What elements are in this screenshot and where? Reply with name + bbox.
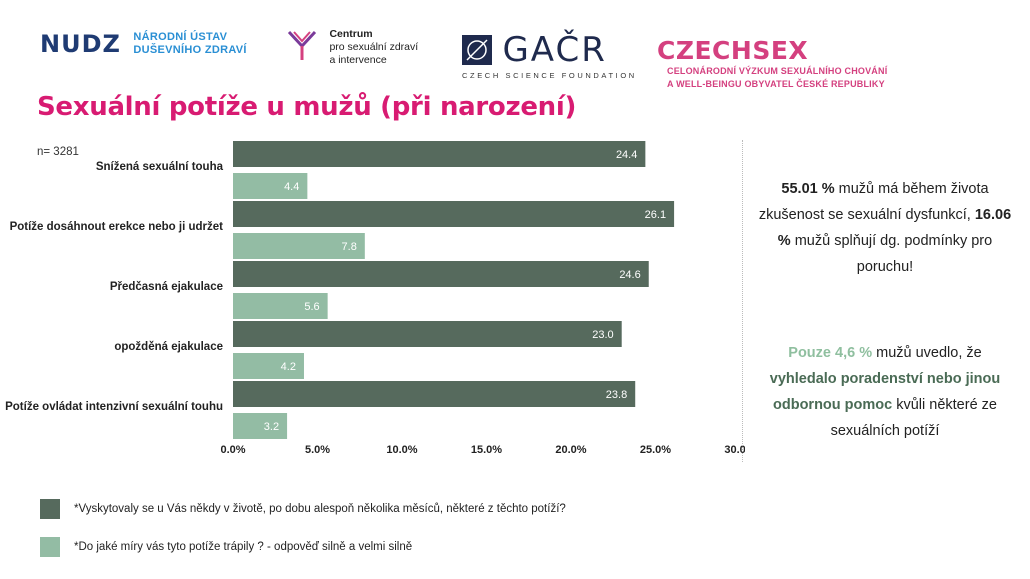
category-label: Snížená sexuální touha xyxy=(96,161,224,173)
category-label: Potíže ovládat intenzivní sexuální touhu xyxy=(5,401,223,413)
legend-swatch-light xyxy=(40,537,60,557)
gacr-subtitle: CZECH SCIENCE FOUNDATION xyxy=(462,71,637,80)
category-label: opožděná ejakulace xyxy=(114,341,223,353)
sample-size: n= 3281 xyxy=(37,146,79,158)
centrum-line1: Centrum xyxy=(329,28,373,40)
bar-chart: Snížená sexuální touha 24.4 4.4 Potíže dosá… xyxy=(5,141,745,456)
summary-1-pct-a: 55.01 % xyxy=(781,181,835,197)
bar-value-label: 26.1 xyxy=(645,209,666,221)
legend-label-severity: *Do jaké míry vás tyto potíže trápily ? … xyxy=(74,541,413,553)
bar xyxy=(233,201,675,227)
x-tick-label: 5.0% xyxy=(305,444,330,456)
divider xyxy=(742,140,744,462)
bar xyxy=(233,173,308,199)
bar xyxy=(233,261,649,287)
bar-value-label: 23.8 xyxy=(606,389,627,401)
bar-value-label: 4.2 xyxy=(281,361,296,373)
summary-text-2: Pouze 4,6 % mužů uvedlo, že vyhledalo po… xyxy=(755,340,1015,444)
nudz-name-line2: DUŠEVNÍHO ZDRAVÍ xyxy=(133,44,247,56)
bar xyxy=(233,141,646,167)
nudz-logo: NUDZ NÁRODNÍ ÚSTAV DUŠEVNÍHO ZDRAVÍ xyxy=(40,30,247,58)
bar-value-label: 23.0 xyxy=(592,329,613,341)
czechsex-line1: CELONÁRODNÍ VÝZKUM SEXUÁLNÍHO CHOVÁNÍ xyxy=(667,66,888,76)
bar xyxy=(233,233,365,259)
x-tick-label: 20.0% xyxy=(555,444,586,456)
nudz-wordmark: NUDZ xyxy=(40,30,121,58)
bar xyxy=(233,353,304,379)
x-tick-label: 30.0% xyxy=(724,444,745,456)
category-label: Potíže dosáhnout erekce nebo ji udržet xyxy=(10,221,224,233)
centrum-line3: a intervence xyxy=(329,54,387,66)
nudz-name: NÁRODNÍ ÚSTAV DUŠEVNÍHO ZDRAVÍ xyxy=(133,31,246,57)
legend-swatch-dark xyxy=(40,499,60,519)
chart-title: Sexuální potíže u mužů (při narození) xyxy=(37,92,577,122)
summary-1-pct-c: 16.06 % xyxy=(777,207,1012,249)
czechsex-logo: CZECHSEX CELONÁRODNÍ VÝZKUM SEXUÁLNÍHO C… xyxy=(657,36,1030,91)
centrum-line2: pro sexuální zdraví xyxy=(329,41,419,53)
gacr-emblem-icon xyxy=(462,35,492,65)
summary-1-text-d: mužů splňují dg. podmínky pro poruchu! xyxy=(790,233,993,275)
x-tick-label: 25.0% xyxy=(640,444,671,456)
nudz-name-line1: NÁRODNÍ ÚSTAV xyxy=(133,31,228,43)
summary-text-1: 55.01 % mužů má během života zkušenost s… xyxy=(755,176,1015,280)
centrum-logo: Centrum pro sexuální zdraví a intervence xyxy=(285,28,418,67)
logo-bar: NUDZ NÁRODNÍ ÚSTAV DUŠEVNÍHO ZDRAVÍ Cent… xyxy=(0,0,1030,90)
czechsex-wordmark: CZECHSEX xyxy=(657,36,809,65)
x-tick-label: 0.0% xyxy=(220,444,245,456)
centrum-icon xyxy=(285,28,319,67)
bar-value-label: 3.2 xyxy=(264,421,279,433)
legend-label-lifetime: *Vyskytovaly se u Vás někdy v životě, po… xyxy=(74,503,566,515)
legend-item-lifetime: *Vyskytovaly se u Vás někdy v životě, po… xyxy=(40,499,566,519)
summary-2-text-d: kvůli některé ze sexuálních potíží xyxy=(830,397,997,439)
x-tick-label: 10.0% xyxy=(386,444,417,456)
summary-2-text-b: mužů uvedlo, že xyxy=(872,345,982,361)
bar-value-label: 24.6 xyxy=(619,269,640,281)
gacr-wordmark: GAČR xyxy=(502,30,607,70)
czechsex-line2: A WELL-BEINGU OBYVATEL ČESKÉ REPUBLIKY xyxy=(667,79,885,89)
bar xyxy=(233,321,622,347)
summary-2-text-c: vyhledalo poradenství nebo jinou odborno… xyxy=(769,371,1001,413)
bar-value-label: 5.6 xyxy=(304,301,319,313)
bar xyxy=(233,293,328,319)
centrum-name: Centrum pro sexuální zdraví a intervence xyxy=(329,28,418,67)
bar xyxy=(233,413,288,439)
summary-1-text-b: mužů má během života zkušenost se sexuál… xyxy=(758,181,989,223)
bar-value-label: 24.4 xyxy=(616,149,637,161)
category-label: Předčasná ejakulace xyxy=(110,281,223,293)
bar-value-label: 7.8 xyxy=(342,241,357,253)
bar-value-label: 4.4 xyxy=(284,181,299,193)
summary-2-pct-a: Pouze 4,6 % xyxy=(788,345,873,361)
x-tick-label: 15.0% xyxy=(471,444,502,456)
bar xyxy=(233,381,636,407)
czechsex-subtitle: CELONÁRODNÍ VÝZKUM SEXUÁLNÍHO CHOVÁNÍ A … xyxy=(667,65,887,91)
legend-item-severity: *Do jaké míry vás tyto potíže trápily ? … xyxy=(40,537,412,557)
gacr-logo: GAČR CZECH SCIENCE FOUNDATION xyxy=(462,30,637,80)
